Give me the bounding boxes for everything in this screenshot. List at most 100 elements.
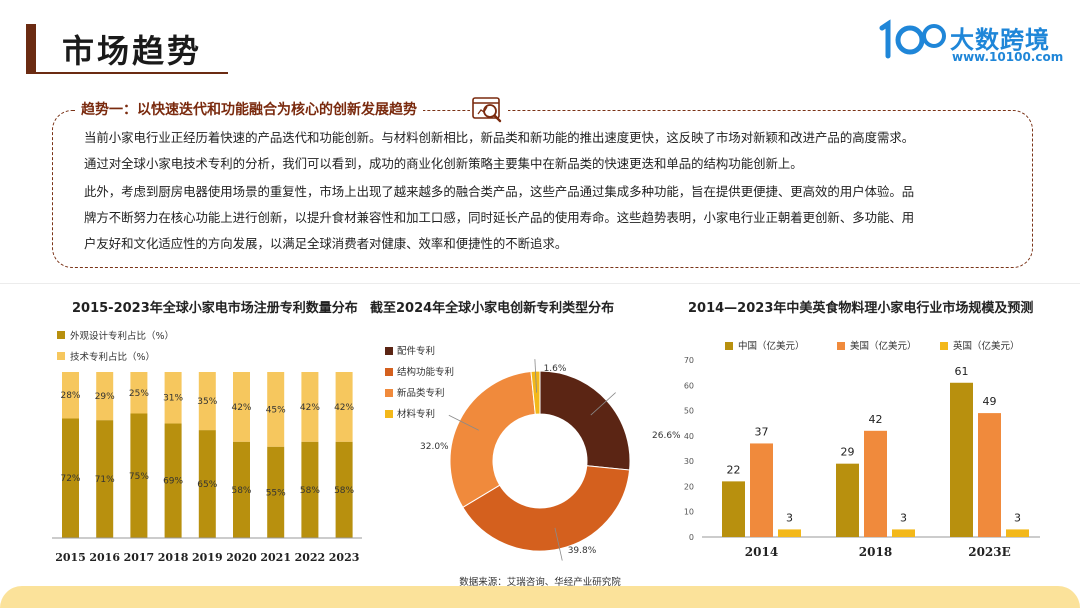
value-2014-series-2: 37 [755, 425, 769, 438]
bar-design-2017 [130, 413, 148, 538]
x-tick-2018: 2018 [859, 545, 892, 559]
chart1-legend-label-2: 技术专利占比（%） [70, 352, 156, 363]
trend-p2-line-2: 牌方不断努力在核心功能上进行创新，以提升食材兼容性和加工口感，同时延长产品的使用… [84, 210, 915, 225]
bar-2023E-series-3 [1006, 529, 1029, 537]
bar-2014-series-2 [750, 443, 773, 537]
value-2018-series-2: 42 [869, 413, 883, 426]
x-tick-2021: 2021 [260, 551, 291, 564]
trend-paragraph-1: 当前小家电行业正经历着快速的产品迭代和功能创新。与材料创新相比，新品类和新功能的… [84, 125, 1014, 177]
bar-design-2015 [62, 418, 79, 538]
title-accent-bar [26, 24, 36, 72]
donut-slice-3 [449, 370, 536, 508]
label-design-2016: 71% [95, 475, 115, 485]
value-2014-series-3: 3 [786, 511, 793, 524]
chart1-legend-label-1: 外观设计专利占比（%） [70, 331, 175, 342]
trend-paragraph-2: 此外，考虑到厨房电器使用场景的重复性，市场上出现了越来越多的融合类产品，这些产品… [84, 179, 1014, 257]
bar-2023E-series-2 [978, 413, 1001, 537]
magnifier-chart-icon [470, 94, 508, 126]
trend-p1-line-2: 通过对全球小家电技术专利的分析，我们可以看到，成功的商业化创新策略主要集中在新品… [84, 156, 803, 171]
label-design-2017: 75% [129, 472, 149, 482]
value-2023E-series-1: 61 [955, 365, 969, 378]
label-tech-2017: 25% [129, 389, 149, 399]
bar-tech-2015 [62, 372, 79, 419]
donut-slice-4 [530, 370, 541, 415]
bar-2014-series-3 [778, 529, 801, 537]
donut-label-4: 1.6% [544, 364, 567, 374]
value-2023E-series-3: 3 [1014, 511, 1021, 524]
label-tech-2021: 45% [266, 405, 286, 415]
donut-leader-2 [554, 527, 563, 561]
value-2018-series-1: 29 [841, 446, 855, 459]
chart1-legend-swatch-2 [57, 352, 65, 360]
bar-2018-series-3 [892, 529, 915, 537]
bar-2014-series-1 [722, 481, 745, 537]
y-tick-20: 20 [684, 482, 694, 491]
bar-tech-2018 [164, 372, 182, 424]
label-design-2021: 55% [266, 488, 286, 498]
logo-text: 大数跨境 [950, 26, 1050, 54]
chart3-grouped-bar: 0 10 20 30 40 50 60 70 22 37 3 2014 29 42 3 2018 61 49 3 20… [684, 356, 1040, 559]
brand-logo: 大数跨境 www.10100.com [876, 18, 1066, 68]
bar-2018-series-1 [836, 463, 859, 537]
chart3-title: 2014—2023年中美英食物料理小家电行业市场规模及预测 [688, 301, 1034, 316]
bar-tech-2022 [301, 372, 319, 442]
chart1-title: 2015-2023年全球小家电市场注册专利数量分布 [72, 301, 358, 316]
bar-design-2022 [301, 441, 319, 538]
x-tick-2014: 2014 [745, 545, 778, 559]
data-source: 数据来源：艾瑞咨询、华经产业研究院 [459, 577, 621, 588]
chart2-legend-label-2: 结构功能专利 [397, 367, 455, 378]
chart3-legend-swatch-1 [725, 342, 733, 350]
value-2018-series-3: 3 [900, 511, 907, 524]
y-tick-60: 60 [684, 381, 694, 390]
label-design-2019: 65% [197, 480, 217, 490]
chart2-legend-label-3: 新品类专利 [397, 388, 445, 399]
y-tick-50: 50 [684, 407, 694, 416]
bar-tech-2023 [335, 372, 353, 442]
x-tick-2023: 2023 [329, 551, 360, 564]
section-divider [0, 283, 1080, 284]
bar-design-2019 [198, 430, 216, 538]
donut-slice-2 [462, 465, 631, 552]
label-design-2022: 58% [300, 486, 320, 496]
chart1-stacked-bar: 72% 28% 2015 71% 29% 2016 75% 25% 2017 69% 31% 2018… [52, 372, 362, 564]
bottom-band [0, 586, 1080, 608]
label-tech-2018: 31% [163, 394, 183, 404]
label-tech-2023: 42% [334, 403, 354, 413]
x-tick-2023E: 2023E [968, 545, 1011, 559]
label-tech-2019: 35% [197, 397, 217, 407]
bar-tech-2019 [198, 372, 216, 431]
chart2-title: 截至2024年全球小家电创新专利类型分布 [370, 301, 615, 316]
label-design-2020: 58% [231, 486, 251, 496]
chart3-legend-label-1: 中国（亿美元） [738, 341, 805, 352]
donut-leader-4 [534, 359, 537, 393]
donut-leader-3 [448, 414, 479, 431]
x-tick-2017: 2017 [124, 551, 155, 564]
bar-tech-2020 [233, 372, 250, 442]
chart3-legend-label-2: 美国（亿美元） [850, 341, 917, 352]
chart2-legend-swatch-1 [385, 347, 393, 355]
y-tick-40: 40 [684, 432, 694, 441]
y-tick-70: 70 [684, 356, 694, 365]
chart3-legend-label-3: 英国（亿美元） [953, 341, 1020, 352]
label-tech-2015: 28% [60, 391, 80, 401]
bar-tech-2017 [130, 372, 148, 414]
bar-tech-2016 [96, 372, 114, 421]
label-design-2015: 72% [60, 474, 80, 484]
trend-title: 趋势一：以快速迭代和功能融合为核心的创新发展趋势 [81, 102, 417, 118]
x-tick-2019: 2019 [192, 551, 223, 564]
donut-label-2: 39.8% [568, 546, 597, 556]
x-tick-2022: 2022 [295, 551, 326, 564]
chart1-legend-swatch-1 [57, 331, 65, 339]
x-tick-2016: 2016 [89, 551, 120, 564]
bar-design-2021 [267, 446, 285, 538]
label-design-2018: 69% [163, 477, 183, 487]
bar-2018-series-2 [864, 430, 887, 537]
x-tick-2020: 2020 [226, 551, 257, 564]
trend-p2-line-1: 此外，考虑到厨房电器使用场景的重复性，市场上出现了越来越多的融合类产品，这些产品… [84, 184, 915, 199]
trend-title-wrap: 趋势一：以快速迭代和功能融合为核心的创新发展趋势 [75, 96, 423, 122]
bar-design-2016 [96, 420, 114, 538]
label-design-2023: 58% [334, 486, 354, 496]
donut-label-1: 26.6% [652, 431, 680, 441]
chart2-legend-label-1: 配件专利 [397, 346, 436, 357]
trend-box [52, 110, 1033, 268]
